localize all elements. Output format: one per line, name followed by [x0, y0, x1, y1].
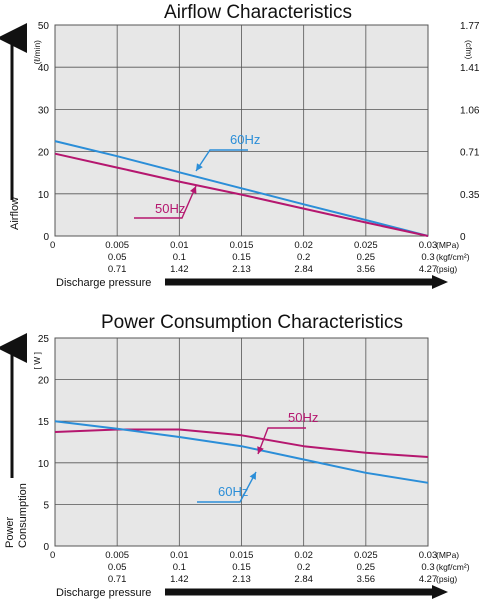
x-tick-label: 0.03 — [419, 550, 438, 561]
series-line-60hz — [54, 140, 429, 237]
x-tick-label: 0.1 — [173, 562, 186, 573]
x-tick-label: 1.42 — [170, 264, 189, 275]
x-unit-label: (kgf/cm²) — [436, 252, 470, 262]
x-tick-label: 0.15 — [232, 562, 251, 573]
x-tick-label: 0.025 — [354, 550, 378, 561]
x-tick-label: 3.56 — [357, 264, 376, 275]
y-tick-label: 0 — [43, 542, 49, 553]
y2-tick-label: 0.71 — [460, 148, 480, 159]
series-leader-60hz — [197, 471, 257, 503]
series-leader-60hz — [195, 149, 248, 172]
x-unit-label: (psig) — [436, 264, 457, 274]
series-label-50hz: 50Hz — [288, 410, 318, 425]
x-tick-label: 0.3 — [421, 562, 434, 573]
y-tick-label: 25 — [38, 334, 50, 345]
series-label-60hz: 60Hz — [218, 484, 248, 499]
y2-tick-label: 1.41 — [460, 63, 480, 74]
x-tick-label: 2.13 — [232, 574, 251, 585]
x-tick-label: 0.03 — [419, 240, 438, 251]
x-axis-arrow-head — [432, 275, 448, 289]
chart2-plot: 0 5 10 15 20 25 [ W ] Power Consumption 50Hz 60Hz 0… — [0, 333, 470, 599]
y-tick-label: 10 — [38, 459, 50, 470]
x-tick-label: 0 — [50, 240, 55, 251]
y-tick-label: 0 — [43, 232, 49, 243]
x-tick-label: 0.3 — [421, 252, 434, 263]
series-leader-arrowhead — [257, 446, 264, 454]
series-line-60hz — [54, 420, 429, 484]
x-axis-label: Discharge pressure — [56, 587, 151, 599]
y-tick-label: 40 — [38, 63, 50, 74]
series-label-60hz: 60Hz — [230, 132, 260, 147]
x-tick-label: 0.2 — [297, 562, 310, 573]
x-tick-label: 0.1 — [173, 252, 186, 263]
y2-tick-label: 1.77 — [460, 21, 480, 32]
x-axis-arrow-head — [432, 585, 448, 599]
y-unit-label: (ℓ/min) — [32, 40, 42, 65]
x-tick-label: 4.27 — [419, 264, 438, 275]
x-unit-label: (MPa) — [436, 240, 459, 250]
chart1-title: Airflow Characteristics — [164, 2, 352, 23]
x-tick-label: 0.05 — [108, 562, 127, 573]
y2-tick-label: 0 — [460, 232, 466, 243]
y-axis-label-line2: Consumption — [17, 483, 29, 548]
x-unit-label: (MPa) — [436, 550, 459, 560]
y2-tick-label: 1.06 — [460, 105, 480, 116]
x-tick-label: 0.25 — [357, 252, 376, 263]
x-axis-arrow-shaft — [165, 588, 435, 596]
x-unit-label: (kgf/cm²) — [436, 562, 470, 572]
y-axis-label-line1: Power — [4, 516, 16, 548]
x-axis-arrow-shaft — [165, 278, 435, 286]
x-tick-label: 2.84 — [294, 264, 313, 275]
series-leader-arrowhead — [249, 472, 256, 480]
y-tick-label: 30 — [38, 105, 50, 116]
x-tick-label: 0.015 — [230, 550, 254, 561]
y-unit-label: [ W ] — [32, 352, 42, 369]
y-axis-label: Airflow — [9, 197, 21, 230]
series-line-50hz — [54, 152, 429, 237]
y2-tick-label: 0.35 — [460, 190, 480, 201]
x-tick-label: 0.71 — [108, 264, 127, 275]
y-tick-label: 5 — [43, 500, 49, 511]
x-tick-label: 4.27 — [419, 574, 438, 585]
x-tick-label: 0 — [50, 550, 55, 561]
series-leader-50hz — [257, 427, 306, 455]
x-tick-label: 1.42 — [170, 574, 189, 585]
chart1-plot: 0 10 20 30 40 50 0 0.35 0.71 1.06 1.41 1.77 (cfm) (ℓ/… — [0, 21, 480, 289]
x-tick-label: 2.84 — [294, 574, 313, 585]
x-tick-label: 0.71 — [108, 574, 127, 585]
series-label-50hz: 50Hz — [155, 201, 185, 216]
x-tick-label: 0.01 — [170, 240, 189, 251]
x-tick-label: 0.005 — [105, 550, 129, 561]
x-tick-label: 0.01 — [170, 550, 189, 561]
x-tick-label: 0.25 — [357, 562, 376, 573]
x-tick-label: 0.025 — [354, 240, 378, 251]
y-tick-label: 20 — [38, 148, 50, 159]
x-axis-label: Discharge pressure — [56, 277, 151, 289]
x-tick-label: 0.015 — [230, 240, 254, 251]
series-leader-arrowhead — [196, 163, 203, 171]
x-tick-label: 0.005 — [105, 240, 129, 251]
y2-unit-label: (cfm) — [464, 40, 474, 60]
x-tick-label: 2.13 — [232, 264, 251, 275]
x-tick-label: 0.2 — [297, 252, 310, 263]
y-tick-label: 50 — [38, 21, 50, 32]
y-tick-label: 15 — [38, 417, 50, 428]
x-tick-label: 0.15 — [232, 252, 251, 263]
y-tick-label: 10 — [38, 190, 50, 201]
chart2-title: Power Consumption Characteristics — [101, 312, 403, 333]
x-unit-label: (psig) — [436, 574, 457, 584]
series-leader-50hz — [134, 185, 197, 219]
x-tick-label: 0.02 — [294, 240, 313, 251]
y-tick-label: 20 — [38, 376, 50, 387]
x-tick-label: 3.56 — [357, 574, 376, 585]
x-tick-label: 0.02 — [294, 550, 313, 561]
series-leader-arrowhead — [189, 186, 197, 194]
x-tick-label: 0.05 — [108, 252, 127, 263]
